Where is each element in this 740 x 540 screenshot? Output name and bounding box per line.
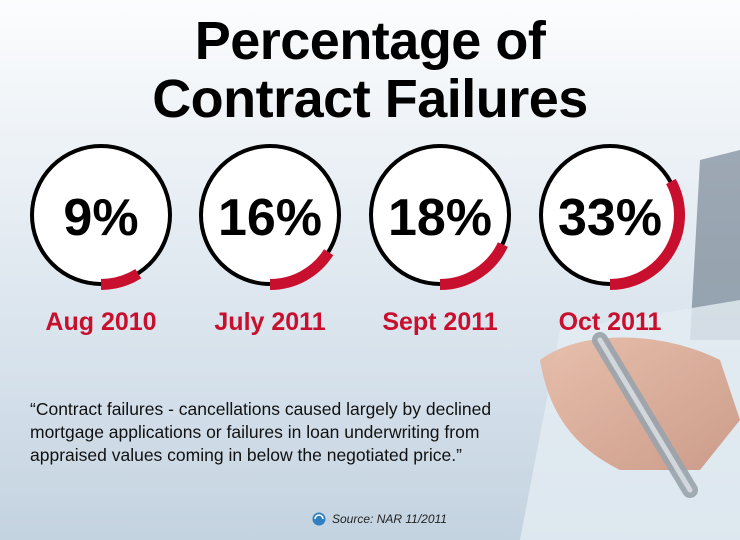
gauge-1: 9% Aug 2010 (30, 144, 172, 336)
gauge-3: 18% Sept 2011 (369, 144, 511, 336)
gauge-category-label: July 2011 (214, 308, 325, 336)
gauge-ring (30, 144, 172, 286)
gauge-category-label: Sept 2011 (382, 308, 497, 336)
gauge-4: 33% Oct 2011 (539, 144, 685, 336)
gauge-value-label: 16% (218, 189, 322, 247)
title-line-1: Percentage of (194, 11, 546, 71)
gauge-value-label: 18% (388, 189, 492, 247)
source-text: Source: NAR 11/2011 (332, 512, 447, 526)
gauge-arc (439, 242, 508, 290)
gauge-arc (269, 249, 334, 290)
gauge-value-label: 9% (63, 189, 138, 247)
title-line-2: Contract Failures (152, 69, 588, 129)
gauge-arc (100, 268, 142, 290)
globe-icon (312, 512, 326, 526)
gauge-value-label: 33% (558, 189, 662, 247)
source-line: Source: NAR 11/2011 (312, 512, 447, 526)
gauge-category-label: Oct 2011 (559, 308, 662, 336)
quote-text: “Contract failures - cancellations cause… (30, 399, 492, 465)
gauge-category-label: Aug 2010 (45, 308, 156, 336)
gauge-2: 16% July 2011 (199, 144, 341, 336)
gauge-arc (609, 178, 685, 290)
